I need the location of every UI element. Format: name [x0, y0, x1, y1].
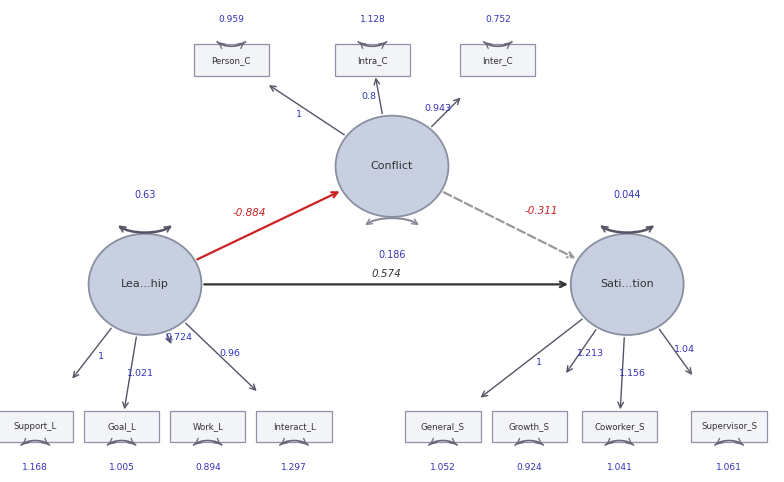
FancyBboxPatch shape	[256, 411, 332, 442]
Ellipse shape	[571, 234, 684, 335]
Text: Growth_S: Growth_S	[509, 422, 550, 431]
Text: Intra_C: Intra_C	[358, 56, 387, 65]
Text: 1.297: 1.297	[281, 463, 307, 472]
Text: 0.724: 0.724	[165, 333, 192, 342]
FancyBboxPatch shape	[335, 44, 410, 76]
Text: Person_C: Person_C	[212, 56, 251, 65]
Text: 0.894: 0.894	[195, 463, 220, 472]
Text: Work_L: Work_L	[192, 422, 223, 431]
Ellipse shape	[89, 234, 201, 335]
Text: 1.021: 1.021	[126, 369, 154, 378]
FancyBboxPatch shape	[170, 411, 245, 442]
Text: 0.924: 0.924	[517, 463, 542, 472]
Text: 0.943: 0.943	[424, 105, 452, 113]
Text: 0.96: 0.96	[219, 349, 240, 358]
Text: 0.752: 0.752	[485, 15, 510, 24]
Text: 1.168: 1.168	[22, 463, 49, 472]
Text: 1.128: 1.128	[360, 15, 385, 24]
Text: Interact_L: Interact_L	[273, 422, 315, 431]
Text: 1.04: 1.04	[674, 345, 695, 354]
Text: 0.63: 0.63	[134, 190, 156, 201]
FancyBboxPatch shape	[691, 411, 767, 442]
Text: 0.186: 0.186	[378, 250, 406, 260]
FancyBboxPatch shape	[0, 411, 73, 442]
Text: 1: 1	[296, 109, 303, 119]
FancyBboxPatch shape	[405, 411, 481, 442]
Text: 1.213: 1.213	[576, 349, 604, 358]
Text: General_S: General_S	[421, 422, 465, 431]
FancyBboxPatch shape	[194, 44, 269, 76]
Text: 1.052: 1.052	[430, 463, 456, 472]
Text: -0.884: -0.884	[232, 208, 266, 218]
Text: 1: 1	[97, 351, 103, 361]
Text: Conflict: Conflict	[371, 161, 413, 171]
Text: 1.041: 1.041	[607, 463, 632, 472]
Ellipse shape	[336, 116, 448, 217]
Text: 0.8: 0.8	[361, 92, 376, 101]
Text: 1.061: 1.061	[716, 463, 742, 472]
Text: Goal_L: Goal_L	[107, 422, 136, 431]
Text: Coworker_S: Coworker_S	[594, 422, 644, 431]
Text: Support_L: Support_L	[13, 422, 57, 431]
Text: 0.044: 0.044	[613, 190, 641, 201]
Text: Lea...hip: Lea...hip	[121, 280, 169, 289]
FancyBboxPatch shape	[460, 44, 535, 76]
Text: 1.156: 1.156	[619, 369, 645, 378]
Text: 1.005: 1.005	[108, 463, 135, 472]
Text: Supervisor_S: Supervisor_S	[701, 422, 757, 431]
FancyBboxPatch shape	[492, 411, 567, 442]
Text: -0.311: -0.311	[524, 206, 557, 216]
FancyBboxPatch shape	[582, 411, 657, 442]
Text: Sati...tion: Sati...tion	[601, 280, 654, 289]
FancyBboxPatch shape	[84, 411, 159, 442]
Text: 0.574: 0.574	[372, 269, 401, 279]
Text: Inter_C: Inter_C	[482, 56, 514, 65]
Text: 1: 1	[536, 358, 542, 367]
Text: 0.959: 0.959	[218, 15, 245, 24]
